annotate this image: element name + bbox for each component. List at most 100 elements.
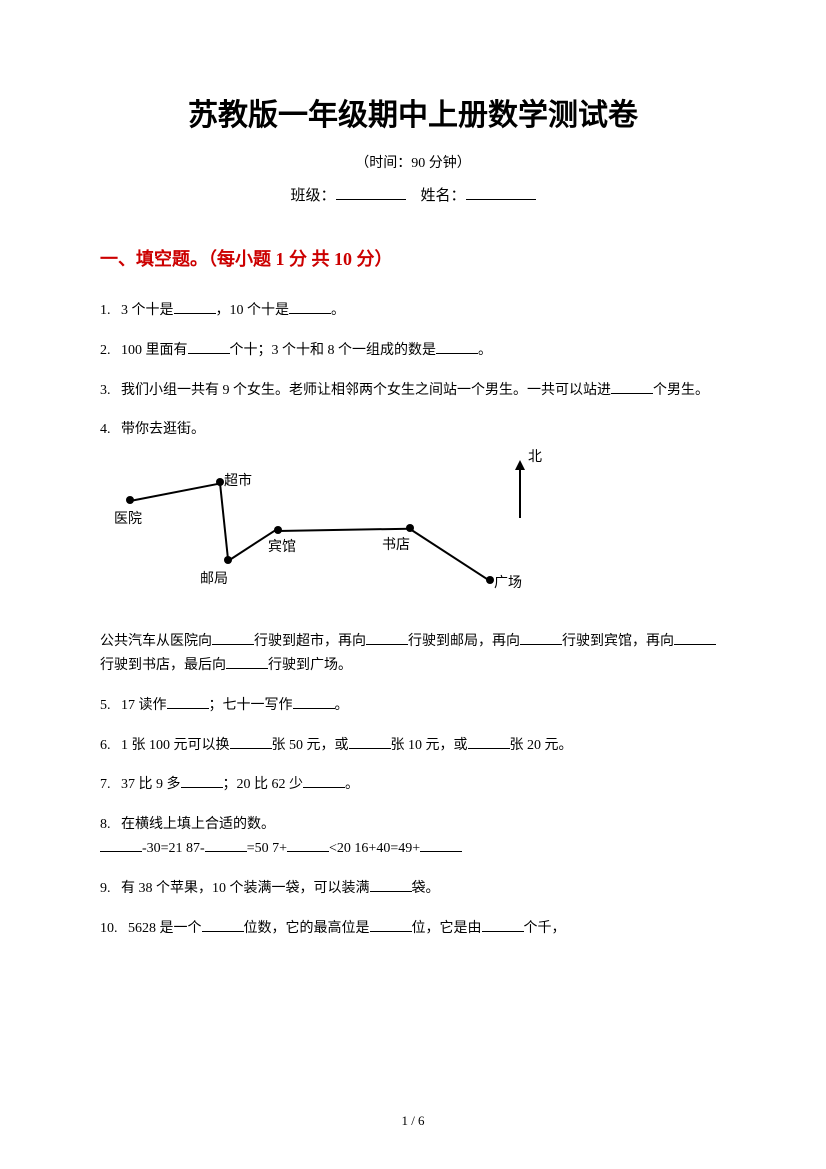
q6-blank-1[interactable]	[230, 735, 272, 749]
q5-text-3: 。	[335, 698, 349, 713]
q4a-blank-3[interactable]	[520, 631, 562, 645]
q4a-blank-5[interactable]	[226, 655, 268, 669]
q8-line2-a: -30=21 87-	[142, 841, 205, 856]
q2-num: 2.	[100, 343, 111, 358]
line-hotel-bookstore	[278, 528, 410, 532]
north-label: 北	[528, 446, 542, 466]
name-label: 姓名：	[421, 188, 466, 204]
north-arrow-head	[515, 460, 525, 470]
line-bookstore-square	[409, 528, 491, 582]
q7-num: 7.	[100, 777, 111, 792]
question-7: 7. 37 比 9 多 ；20 比 62 少 。	[100, 773, 726, 797]
q10-blank-1[interactable]	[202, 918, 244, 932]
map-diagram: 北 医院 超市 邮局 宾馆 书店 广场	[120, 460, 550, 610]
q3-num: 3.	[100, 383, 111, 398]
q9-text-1: 有 38 个苹果，10 个装满一袋，可以装满	[121, 881, 370, 896]
q1-blank-1[interactable]	[174, 300, 216, 314]
q3-text-2: 个男生。	[653, 383, 709, 398]
label-bookstore: 书店	[382, 534, 410, 554]
q2-blank-1[interactable]	[188, 340, 230, 354]
q4a-text-1: 公共汽车从医院向	[100, 634, 212, 649]
q4-text-1: 带你去逛街。	[121, 422, 205, 437]
q7-blank-2[interactable]	[303, 774, 345, 788]
subtitle: （时间：90 分钟）	[100, 152, 726, 172]
q1-text-2: ，10 个十是	[216, 303, 290, 318]
north-arrow-line	[519, 470, 521, 518]
q10-num: 10.	[100, 921, 118, 936]
q9-text-2: 袋。	[412, 881, 440, 896]
page-title: 苏教版一年级期中上册数学测试卷	[100, 90, 726, 134]
line-supermarket-postoffice	[219, 483, 229, 561]
q4a-blank-1[interactable]	[212, 631, 254, 645]
q4a-blank-4[interactable]	[674, 631, 716, 645]
q4-num: 4.	[100, 422, 111, 437]
q8-num: 8.	[100, 817, 111, 832]
q9-blank-1[interactable]	[370, 878, 412, 892]
question-1: 1. 3 个十是，10 个十是。	[100, 299, 726, 323]
q4a-blank-2[interactable]	[366, 631, 408, 645]
label-supermarket: 超市	[224, 470, 252, 490]
question-4: 4. 带你去逛街。	[100, 418, 726, 442]
q8-line2-b: =50 7+	[247, 841, 287, 856]
question-8: 8. 在横线上填上合适的数。 -30=21 87- =50 7+ <20 16+40…	[100, 813, 726, 861]
q10-text-3: 位，它是由	[412, 921, 482, 936]
q9-num: 9.	[100, 881, 111, 896]
q5-blank-2[interactable]	[293, 695, 335, 709]
question-10: 10. 5628 是一个位数，它的最高位是位，它是由个千，	[100, 917, 726, 941]
q8-line2-c: <20 16+40=49+	[329, 841, 420, 856]
q8-blank-2[interactable]	[205, 838, 247, 852]
q4a-text-4: 行驶到宾馆，再向	[562, 634, 674, 649]
q4a-text-2: 行驶到超市，再向	[254, 634, 366, 649]
q10-text-4: 个千，	[524, 921, 566, 936]
line-hospital-supermarket	[130, 483, 221, 503]
question-4-after: 公共汽车从医院向 行驶到超市，再向 行驶到邮局，再向 行驶到宾馆，再向行驶到书店，最后…	[100, 630, 726, 678]
q6-text-1: 1 张 100 元可以换	[121, 738, 230, 753]
q2-blank-2[interactable]	[436, 340, 478, 354]
info-line: 班级： 姓名：	[100, 184, 726, 205]
q3-text-1: 我们小组一共有 9 个女生。老师让相邻两个女生之间站一个男生。一共可以站进	[121, 383, 611, 398]
q10-blank-3[interactable]	[482, 918, 524, 932]
q3-blank-1[interactable]	[611, 380, 653, 394]
q1-num: 1.	[100, 303, 111, 318]
q8-blank-3[interactable]	[287, 838, 329, 852]
q6-text-4: 张 20 元。	[510, 738, 573, 753]
q6-text-3: 张 10 元，或	[391, 738, 468, 753]
question-6: 6. 1 张 100 元可以换 张 50 元，或 张 10 元，或 张 20 元。	[100, 734, 726, 758]
question-5: 5. 17 读作 ；七十一写作 。	[100, 694, 726, 718]
q7-blank-1[interactable]	[181, 774, 223, 788]
q4a-text-5: 行驶到书店，最后向	[100, 658, 226, 673]
label-hotel: 宾馆	[268, 536, 296, 556]
q5-text-2: ；七十一写作	[209, 698, 293, 713]
q7-text-3: 。	[345, 777, 359, 792]
section-1-title: 一、填空题。（每小题 1 分 共 10 分）	[100, 245, 726, 271]
q7-text-2: ；20 比 62 少	[223, 777, 304, 792]
q5-blank-1[interactable]	[167, 695, 209, 709]
q2-text-3: 。	[478, 343, 492, 358]
q6-text-2: 张 50 元，或	[272, 738, 349, 753]
q8-blank-1[interactable]	[100, 838, 142, 852]
q4a-text-3: 行驶到邮局，再向	[408, 634, 520, 649]
q6-blank-3[interactable]	[468, 735, 510, 749]
q6-num: 6.	[100, 738, 111, 753]
q8-blank-4[interactable]	[420, 838, 462, 852]
question-9: 9. 有 38 个苹果，10 个装满一袋，可以装满 袋。	[100, 877, 726, 901]
q10-blank-2[interactable]	[370, 918, 412, 932]
class-label: 班级：	[290, 188, 335, 204]
page-number: 1 / 6	[0, 1113, 826, 1129]
q2-text-2: 个十；3 个十和 8 个一组成的数是	[230, 343, 437, 358]
name-blank[interactable]	[466, 184, 536, 200]
q5-text-1: 17 读作	[121, 698, 167, 713]
question-2: 2. 100 里面有 个十；3 个十和 8 个一组成的数是 。	[100, 339, 726, 363]
label-square: 广场	[494, 572, 522, 592]
q8-text-1: 在横线上填上合适的数。	[121, 817, 275, 832]
q5-num: 5.	[100, 698, 111, 713]
q2-text-1: 100 里面有	[121, 343, 188, 358]
q10-text-1: 5628 是一个	[128, 921, 202, 936]
q6-blank-2[interactable]	[349, 735, 391, 749]
class-blank[interactable]	[336, 184, 406, 200]
question-3: 3. 我们小组一共有 9 个女生。老师让相邻两个女生之间站一个男生。一共可以站进…	[100, 379, 726, 403]
q1-blank-2[interactable]	[289, 300, 331, 314]
label-postoffice: 邮局	[200, 568, 228, 588]
q7-text-1: 37 比 9 多	[121, 777, 181, 792]
q1-text-1: 3 个十是	[121, 303, 174, 318]
